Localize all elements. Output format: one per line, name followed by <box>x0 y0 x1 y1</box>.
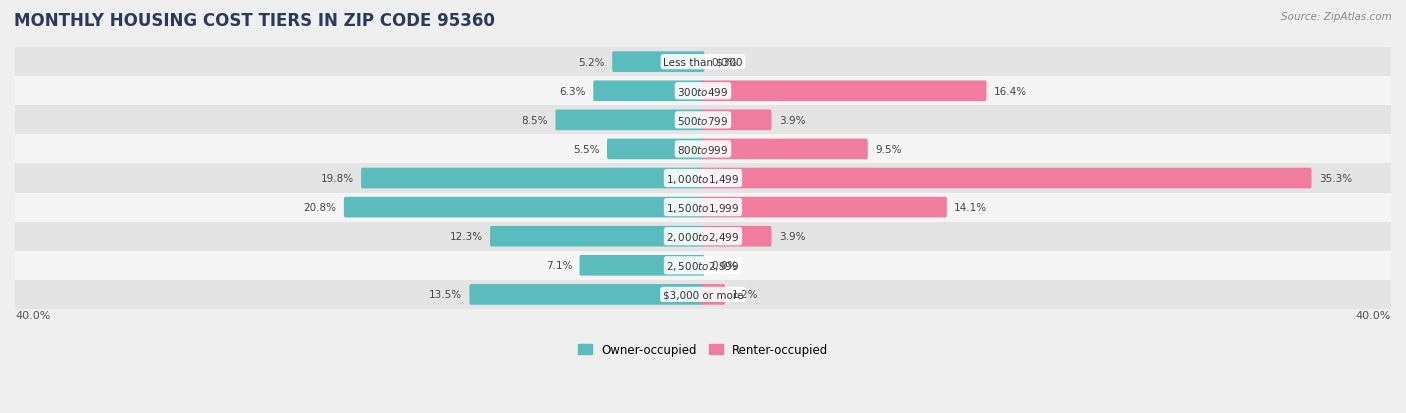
Text: Less than $300: Less than $300 <box>664 57 742 67</box>
FancyBboxPatch shape <box>579 255 704 276</box>
Text: 0.0%: 0.0% <box>711 261 738 271</box>
Text: $1,500 to $1,999: $1,500 to $1,999 <box>666 201 740 214</box>
Bar <box>15 135 1391 164</box>
Text: $800 to $999: $800 to $999 <box>678 144 728 156</box>
FancyBboxPatch shape <box>491 226 704 247</box>
Text: 7.1%: 7.1% <box>546 261 572 271</box>
Text: 13.5%: 13.5% <box>429 290 463 300</box>
Legend: Owner-occupied, Renter-occupied: Owner-occupied, Renter-occupied <box>572 338 834 361</box>
Text: $2,000 to $2,499: $2,000 to $2,499 <box>666 230 740 243</box>
Text: 5.2%: 5.2% <box>578 57 605 67</box>
Text: $300 to $499: $300 to $499 <box>678 85 728 97</box>
FancyBboxPatch shape <box>702 139 868 160</box>
FancyBboxPatch shape <box>361 168 704 189</box>
Bar <box>15 48 1391 77</box>
Text: $3,000 or more: $3,000 or more <box>662 290 744 300</box>
FancyBboxPatch shape <box>702 285 725 305</box>
Text: 0.0%: 0.0% <box>711 57 738 67</box>
Text: 3.9%: 3.9% <box>779 116 806 126</box>
FancyBboxPatch shape <box>555 110 704 131</box>
FancyBboxPatch shape <box>344 197 704 218</box>
Text: 35.3%: 35.3% <box>1319 173 1353 184</box>
FancyBboxPatch shape <box>702 110 772 131</box>
Text: $2,500 to $2,999: $2,500 to $2,999 <box>666 259 740 272</box>
Bar <box>15 164 1391 193</box>
FancyBboxPatch shape <box>470 285 704 305</box>
FancyBboxPatch shape <box>593 81 704 102</box>
Text: $1,000 to $1,499: $1,000 to $1,499 <box>666 172 740 185</box>
Text: 5.5%: 5.5% <box>574 145 600 154</box>
Text: $500 to $799: $500 to $799 <box>678 114 728 126</box>
FancyBboxPatch shape <box>612 52 704 73</box>
Text: 20.8%: 20.8% <box>304 203 336 213</box>
Text: 12.3%: 12.3% <box>450 232 482 242</box>
Text: 40.0%: 40.0% <box>1355 310 1391 320</box>
Text: MONTHLY HOUSING COST TIERS IN ZIP CODE 95360: MONTHLY HOUSING COST TIERS IN ZIP CODE 9… <box>14 12 495 30</box>
Bar <box>15 251 1391 280</box>
FancyBboxPatch shape <box>702 81 987 102</box>
FancyBboxPatch shape <box>702 168 1312 189</box>
Text: 8.5%: 8.5% <box>522 116 548 126</box>
Text: 14.1%: 14.1% <box>955 203 987 213</box>
FancyBboxPatch shape <box>607 139 704 160</box>
Text: 19.8%: 19.8% <box>321 173 354 184</box>
Text: Source: ZipAtlas.com: Source: ZipAtlas.com <box>1281 12 1392 22</box>
Text: 9.5%: 9.5% <box>875 145 901 154</box>
FancyBboxPatch shape <box>702 226 772 247</box>
FancyBboxPatch shape <box>702 197 946 218</box>
Text: 1.2%: 1.2% <box>733 290 759 300</box>
Text: 16.4%: 16.4% <box>994 87 1026 97</box>
Text: 6.3%: 6.3% <box>560 87 586 97</box>
Bar <box>15 280 1391 309</box>
Text: 3.9%: 3.9% <box>779 232 806 242</box>
Bar <box>15 77 1391 106</box>
Bar <box>15 193 1391 222</box>
Text: 40.0%: 40.0% <box>15 310 51 320</box>
Bar <box>15 106 1391 135</box>
Bar <box>15 222 1391 251</box>
